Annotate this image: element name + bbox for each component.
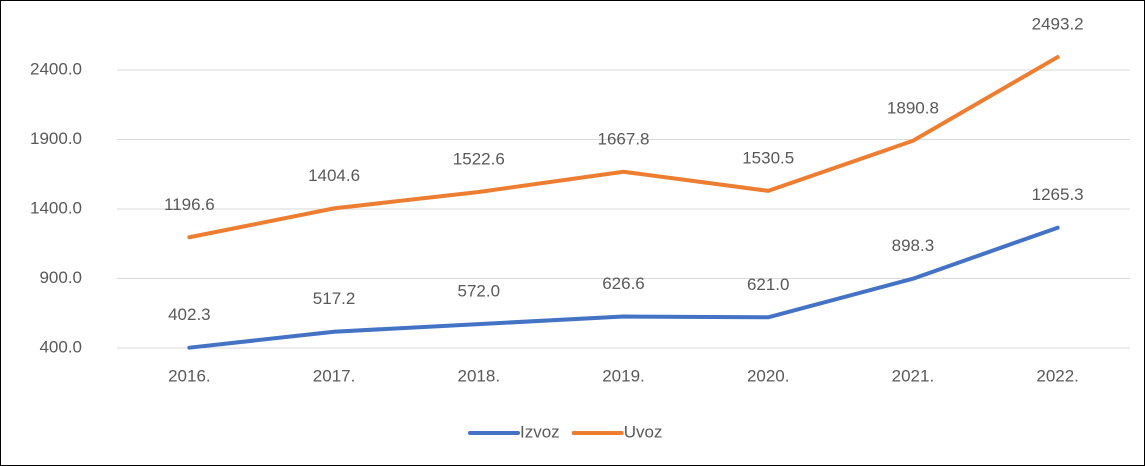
data-label: 402.3 <box>168 305 211 324</box>
y-tick-label: 2400.0 <box>30 59 82 78</box>
y-tick-label: 1400.0 <box>30 198 82 217</box>
data-label: 1522.6 <box>453 149 505 168</box>
data-label: 1667.8 <box>598 129 650 148</box>
x-tick-label: 2022. <box>1036 366 1079 385</box>
x-tick-label: 2021. <box>892 366 935 385</box>
y-tick-label: 900.0 <box>39 268 82 287</box>
data-label: 898.3 <box>892 236 935 255</box>
data-label: 626.6 <box>602 274 645 293</box>
data-label: 1890.8 <box>887 98 939 117</box>
series-line <box>187 225 1060 350</box>
data-label: 2493.2 <box>1032 15 1084 34</box>
series-line <box>187 55 1060 240</box>
data-label: 572.0 <box>458 282 501 301</box>
legend-label: Izvoz <box>520 422 560 441</box>
x-tick-label: 2019. <box>602 366 645 385</box>
data-label: 1404.6 <box>308 166 360 185</box>
x-tick-label: 2017. <box>313 366 356 385</box>
x-tick-label: 2018. <box>458 366 501 385</box>
data-label: 1196.6 <box>164 195 215 214</box>
x-tick-label: 2020. <box>747 366 790 385</box>
x-tick-label: 2016. <box>168 366 211 385</box>
y-tick-label: 400.0 <box>39 337 82 356</box>
y-tick-label: 1900.0 <box>30 129 82 148</box>
legend-label: Uvoz <box>624 422 663 441</box>
data-label: 1265.3 <box>1032 185 1084 204</box>
data-label: 1530.5 <box>742 148 794 167</box>
data-label: 621.0 <box>747 275 790 294</box>
data-label: 517.2 <box>313 289 356 308</box>
